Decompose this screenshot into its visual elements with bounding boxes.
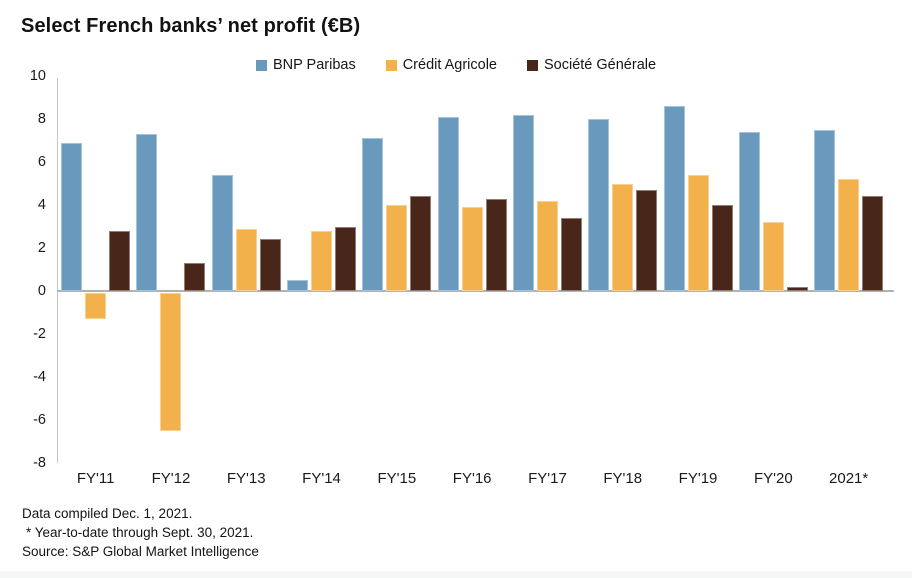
y-tick-label: -2 (33, 326, 46, 342)
bar-soci-t-g-n-rale-fy-19 (711, 205, 733, 291)
x-tick-label: FY'14 (302, 470, 341, 487)
x-tick-label: FY'20 (753, 470, 793, 487)
y-tick-label: -6 (33, 412, 46, 428)
bar-soci-t-g-n-rale-fy-15 (410, 196, 432, 291)
y-axis-line (57, 78, 58, 463)
legend-item: Crédit Agricole (385, 57, 497, 73)
bar-cr-dit-agricole-fy-14 (311, 230, 333, 291)
bar-soci-t-g-n-rale-2021- (862, 196, 884, 291)
bar-cr-dit-agricole-fy-20 (762, 222, 784, 291)
bar-groups (58, 76, 888, 463)
bar-bnp-paribas-fy-14 (287, 280, 309, 291)
y-tick-label: 4 (37, 197, 46, 213)
bar-soci-t-g-n-rale-fy-20 (786, 286, 808, 291)
bar-soci-t-g-n-rale-fy-18 (636, 189, 658, 291)
legend-swatch-icon (255, 59, 267, 71)
y-tick-label: 0 (37, 283, 46, 299)
bar-bnp-paribas-fy-17 (512, 114, 534, 291)
legend: BNP Paribas Crédit Agricole Société Généra… (0, 57, 912, 73)
bar-bnp-paribas-fy-18 (588, 119, 610, 291)
footnote-compiled: Data compiled Dec. 1, 2021. (22, 506, 193, 521)
footnote-ytd: * Year-to-date through Sept. 30, 2021. (26, 525, 254, 540)
bar-soci-t-g-n-rale-fy-12 (184, 263, 206, 291)
footnote-source: Source: S&P Global Market Intelligence (22, 544, 259, 559)
bar-cr-dit-agricole-fy-18 (612, 183, 634, 291)
bar-cr-dit-agricole-fy-19 (687, 174, 709, 291)
x-tick-label: FY'16 (452, 470, 492, 487)
bar-cr-dit-agricole-2021- (838, 179, 860, 291)
bar-bnp-paribas-fy-15 (362, 138, 384, 291)
x-tick-label: FY'15 (377, 470, 417, 487)
zero-baseline (57, 290, 894, 292)
y-tick-label: 10 (29, 68, 46, 84)
bar-bnp-paribas-fy-11 (61, 142, 83, 291)
bar-bnp-paribas-fy-19 (663, 106, 685, 291)
bar-bnp-paribas-fy-13 (211, 174, 233, 291)
bar-soci-t-g-n-rale-fy-11 (109, 230, 131, 291)
bar-bnp-paribas-fy-20 (738, 131, 760, 291)
y-tick-label: -8 (33, 455, 46, 471)
y-tick-label: 6 (37, 154, 46, 170)
x-tick-label: FY'18 (603, 470, 643, 487)
y-tick-label: -4 (33, 369, 46, 385)
y-tick-label: 2 (37, 240, 46, 256)
legend-label: Société Générale (544, 57, 657, 73)
bar-cr-dit-agricole-fy-12 (160, 293, 182, 431)
chart-title: Select French banks’ net profit (€B) (21, 15, 361, 37)
footnotes: Data compiled Dec. 1, 2021. * Year-to-da… (22, 504, 259, 561)
bar-soci-t-g-n-rale-fy-13 (259, 239, 281, 291)
y-tick-label: 8 (37, 111, 46, 127)
bar-bnp-paribas-fy-12 (136, 134, 158, 291)
bar-soci-t-g-n-rale-fy-14 (335, 226, 357, 291)
legend-swatch-icon (385, 59, 397, 71)
bar-cr-dit-agricole-fy-15 (386, 205, 408, 291)
bar-bnp-paribas-2021- (814, 129, 836, 291)
bar-cr-dit-agricole-fy-16 (461, 207, 483, 291)
x-tick-label: FY'11 (76, 470, 115, 487)
x-tick-label: 2021* (829, 470, 869, 487)
bar-cr-dit-agricole-fy-11 (85, 293, 107, 319)
x-tick-label: FY'17 (528, 470, 567, 487)
x-tick-label: FY'12 (151, 470, 191, 487)
bottom-strip (0, 571, 912, 578)
bar-soci-t-g-n-rale-fy-17 (560, 217, 582, 291)
bar-cr-dit-agricole-fy-17 (536, 200, 558, 291)
x-tick-label: FY'13 (226, 470, 266, 487)
legend-item: Société Générale (527, 57, 656, 73)
bar-soci-t-g-n-rale-fy-16 (485, 198, 507, 291)
bar-bnp-paribas-fy-16 (437, 116, 459, 291)
legend-label: Crédit Agricole (402, 57, 497, 73)
legend-swatch-icon (527, 59, 538, 71)
bar-cr-dit-agricole-fy-13 (235, 228, 257, 291)
x-tick-label: FY'19 (678, 470, 718, 487)
legend-label: BNP Paribas (272, 57, 356, 73)
plot-area: 10 8 6 4 2 0 -2 -4 -6 -8 FY'11 FY'12 FY'13 FY'14 FY'1… (29, 68, 894, 487)
legend-item: BNP Paribas (255, 57, 356, 73)
